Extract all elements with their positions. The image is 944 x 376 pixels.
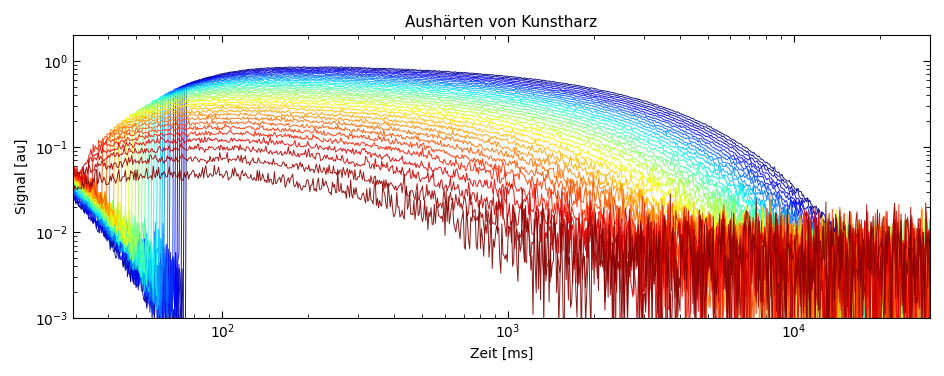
Y-axis label: Signal [au]: Signal [au] bbox=[15, 139, 29, 214]
Title: Aushärten von Kunstharz: Aushärten von Kunstharz bbox=[405, 15, 597, 30]
X-axis label: Zeit [ms]: Zeit [ms] bbox=[469, 347, 532, 361]
